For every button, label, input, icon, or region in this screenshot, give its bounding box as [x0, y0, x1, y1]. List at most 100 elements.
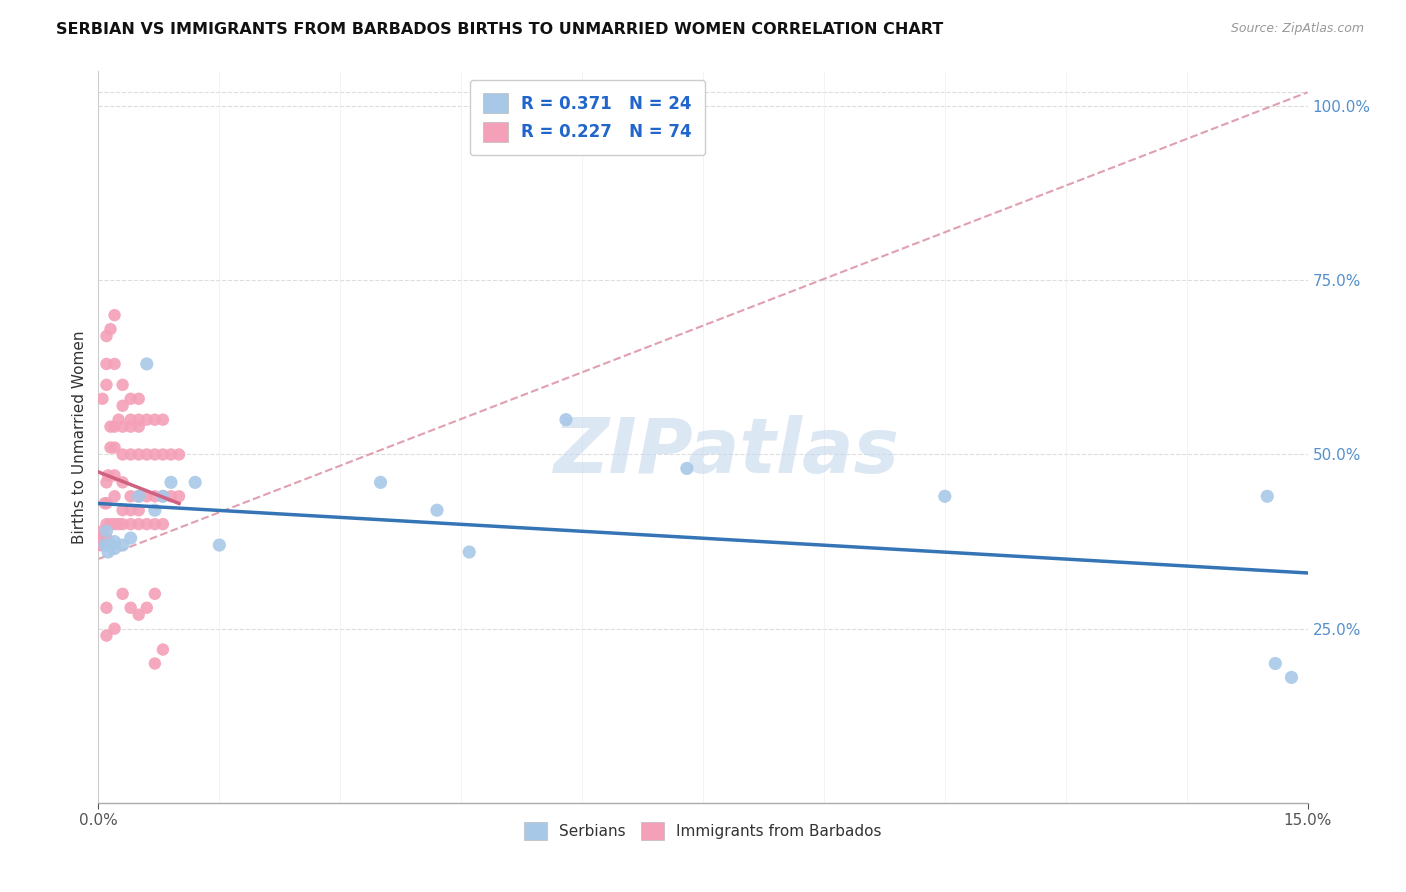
- Point: [135, 517, 157, 532]
- Point: [135, 357, 157, 371]
- Point: [167, 448, 190, 462]
- Point: [555, 412, 578, 426]
- Point: [184, 475, 207, 490]
- Point: [128, 448, 150, 462]
- Point: [120, 419, 142, 434]
- Point: [152, 412, 174, 426]
- Point: [103, 468, 125, 483]
- Point: [91, 531, 114, 545]
- Point: [111, 517, 134, 532]
- Point: [135, 600, 157, 615]
- Point: [143, 517, 166, 532]
- Point: [96, 629, 118, 643]
- Point: [91, 524, 114, 538]
- Point: [426, 503, 449, 517]
- Point: [107, 517, 129, 532]
- Point: [120, 448, 142, 462]
- Point: [90, 538, 112, 552]
- Point: [94, 496, 117, 510]
- Point: [152, 517, 174, 532]
- Point: [120, 412, 142, 426]
- Point: [100, 538, 122, 552]
- Point: [1256, 489, 1278, 503]
- Point: [120, 517, 142, 532]
- Point: [90, 538, 112, 552]
- Text: SERBIAN VS IMMIGRANTS FROM BARBADOS BIRTHS TO UNMARRIED WOMEN CORRELATION CHART: SERBIAN VS IMMIGRANTS FROM BARBADOS BIRT…: [56, 22, 943, 37]
- Point: [96, 600, 118, 615]
- Legend: Serbians, Immigrants from Barbados: Serbians, Immigrants from Barbados: [517, 815, 889, 847]
- Point: [96, 531, 118, 545]
- Point: [100, 419, 122, 434]
- Point: [103, 441, 125, 455]
- Point: [96, 524, 118, 538]
- Point: [103, 517, 125, 532]
- Point: [152, 489, 174, 503]
- Point: [135, 489, 157, 503]
- Point: [152, 448, 174, 462]
- Point: [120, 600, 142, 615]
- Point: [135, 412, 157, 426]
- Point: [111, 587, 134, 601]
- Point: [111, 538, 134, 552]
- Point: [91, 392, 114, 406]
- Point: [370, 475, 392, 490]
- Point: [103, 622, 125, 636]
- Point: [128, 489, 150, 503]
- Point: [143, 489, 166, 503]
- Point: [120, 503, 142, 517]
- Point: [120, 392, 142, 406]
- Point: [934, 489, 956, 503]
- Point: [143, 448, 166, 462]
- Point: [94, 538, 117, 552]
- Point: [103, 541, 125, 556]
- Point: [100, 517, 122, 532]
- Point: [143, 503, 166, 517]
- Point: [97, 468, 120, 483]
- Point: [128, 489, 150, 503]
- Point: [152, 642, 174, 657]
- Point: [160, 475, 183, 490]
- Point: [111, 475, 134, 490]
- Point: [96, 517, 118, 532]
- Point: [208, 538, 231, 552]
- Point: [103, 489, 125, 503]
- Text: Source: ZipAtlas.com: Source: ZipAtlas.com: [1230, 22, 1364, 36]
- Point: [458, 545, 481, 559]
- Y-axis label: Births to Unmarried Women: Births to Unmarried Women: [72, 330, 87, 544]
- Point: [128, 392, 150, 406]
- Point: [1281, 670, 1303, 684]
- Point: [120, 531, 142, 545]
- Point: [111, 448, 134, 462]
- Point: [103, 357, 125, 371]
- Point: [128, 607, 150, 622]
- Point: [96, 377, 118, 392]
- Point: [96, 496, 118, 510]
- Point: [128, 412, 150, 426]
- Point: [96, 475, 118, 490]
- Point: [96, 329, 118, 343]
- Point: [160, 448, 183, 462]
- Point: [103, 534, 125, 549]
- Point: [135, 448, 157, 462]
- Point: [96, 357, 118, 371]
- Point: [103, 419, 125, 434]
- Point: [111, 399, 134, 413]
- Point: [107, 412, 129, 426]
- Point: [111, 503, 134, 517]
- Point: [100, 441, 122, 455]
- Point: [128, 517, 150, 532]
- Point: [1264, 657, 1286, 671]
- Point: [143, 587, 166, 601]
- Point: [111, 419, 134, 434]
- Point: [97, 545, 120, 559]
- Point: [167, 489, 190, 503]
- Point: [676, 461, 699, 475]
- Point: [128, 419, 150, 434]
- Point: [111, 377, 134, 392]
- Text: ZIPatlas: ZIPatlas: [554, 415, 900, 489]
- Point: [143, 412, 166, 426]
- Point: [103, 308, 125, 322]
- Point: [143, 657, 166, 671]
- Point: [120, 489, 142, 503]
- Point: [152, 489, 174, 503]
